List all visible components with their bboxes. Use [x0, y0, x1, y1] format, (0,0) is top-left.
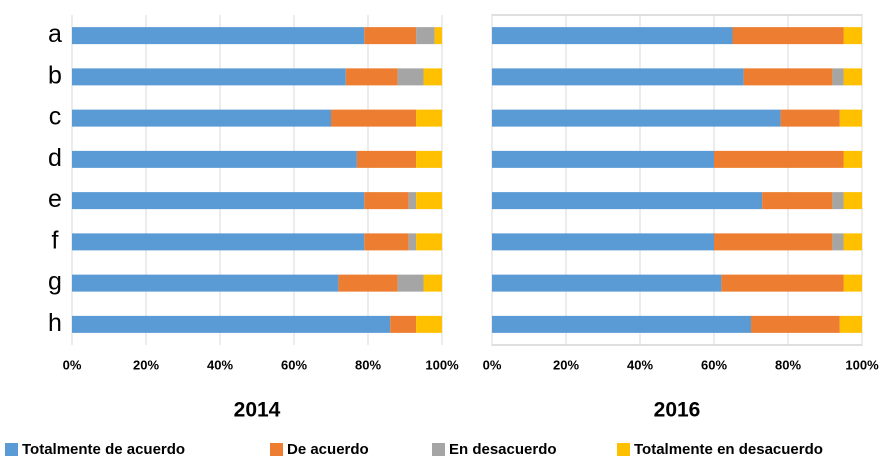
bar-segment [714, 233, 833, 251]
x-tick-label: 80% [355, 357, 381, 372]
chart-title: 2016 [654, 399, 701, 422]
legend-swatch [617, 443, 630, 456]
bar-segment [423, 68, 442, 86]
bar-segment [843, 192, 862, 210]
x-tick-label: 0% [483, 357, 502, 372]
x-tick-label: 80% [775, 357, 801, 372]
bar-segment [492, 27, 733, 45]
category-label: c [49, 103, 62, 131]
bar-segment [416, 315, 442, 333]
x-tick-label: 40% [627, 357, 653, 372]
bar-segment [492, 109, 781, 127]
legend-label: En desacuerdo [449, 441, 557, 458]
category-label: a [48, 20, 62, 48]
bar-segment [492, 68, 744, 86]
bar-segment [492, 192, 763, 210]
bar-segment [832, 68, 844, 86]
bar-segment [743, 68, 833, 86]
bar-segment [492, 274, 722, 292]
legend-label: Totalmente de acuerdo [22, 441, 185, 458]
bar-segment [72, 315, 391, 333]
x-tick-label: 100% [425, 357, 459, 372]
bar-segment [416, 233, 442, 251]
category-label: e [48, 185, 62, 213]
legend-label: De acuerdo [287, 441, 369, 458]
chart-title: 2014 [234, 399, 281, 422]
category-label: h [48, 309, 62, 337]
bar-segment [356, 150, 417, 168]
bar-segment [839, 315, 862, 333]
category-label: f [52, 226, 59, 254]
bar-segment [72, 274, 339, 292]
legend-label: Totalmente en desacuerdo [634, 441, 823, 458]
bar-segment [732, 27, 844, 45]
bar-segment [832, 233, 844, 251]
bar-segment [397, 68, 424, 86]
x-tick-label: 60% [701, 357, 727, 372]
bar-segment [72, 27, 365, 45]
bar-segment [843, 274, 862, 292]
bar-segment [72, 68, 346, 86]
bar-segment [397, 274, 424, 292]
bar-segment [492, 150, 714, 168]
legend-swatch [270, 443, 283, 456]
bar-segment [434, 27, 442, 45]
bar-segment [408, 233, 417, 251]
bar-segment [331, 109, 417, 127]
bar-segment [338, 274, 398, 292]
x-tick-label: 20% [553, 357, 579, 372]
x-tick-label: 60% [281, 357, 307, 372]
category-label: b [48, 61, 62, 89]
bar-segment [416, 27, 435, 45]
bar-segment [839, 109, 862, 127]
bar-segment [416, 192, 442, 210]
bar-segment [345, 68, 398, 86]
legend-swatch [432, 443, 445, 456]
bar-segment [832, 192, 844, 210]
bar-segment [843, 68, 862, 86]
x-tick-label: 100% [845, 357, 879, 372]
bar-segment [843, 233, 862, 251]
bar-segment [416, 109, 442, 127]
x-tick-label: 20% [133, 357, 159, 372]
bar-segment [390, 315, 417, 333]
plot-frame [491, 14, 863, 346]
bar-segment [364, 192, 409, 210]
bar-segment [843, 150, 862, 168]
legend-swatch [5, 443, 18, 456]
x-tick-label: 0% [63, 357, 82, 372]
bar-segment [751, 315, 840, 333]
bar-segment [72, 233, 365, 251]
bar-segment [72, 109, 331, 127]
bar-segment [408, 192, 417, 210]
bar-segment [72, 192, 365, 210]
bar-segment [72, 150, 357, 168]
bar-segment [492, 233, 714, 251]
category-label: d [48, 144, 62, 172]
bar-segment [364, 27, 417, 45]
bar-segment [416, 150, 442, 168]
bar-segment [714, 150, 844, 168]
bar-segment [423, 274, 442, 292]
bar-segment [721, 274, 844, 292]
bar-segment [492, 315, 751, 333]
bar-segment [780, 109, 840, 127]
bar-segment [762, 192, 833, 210]
category-label: g [48, 268, 62, 296]
bar-segment [843, 27, 862, 45]
bar-segment [364, 233, 409, 251]
x-tick-label: 40% [207, 357, 233, 372]
